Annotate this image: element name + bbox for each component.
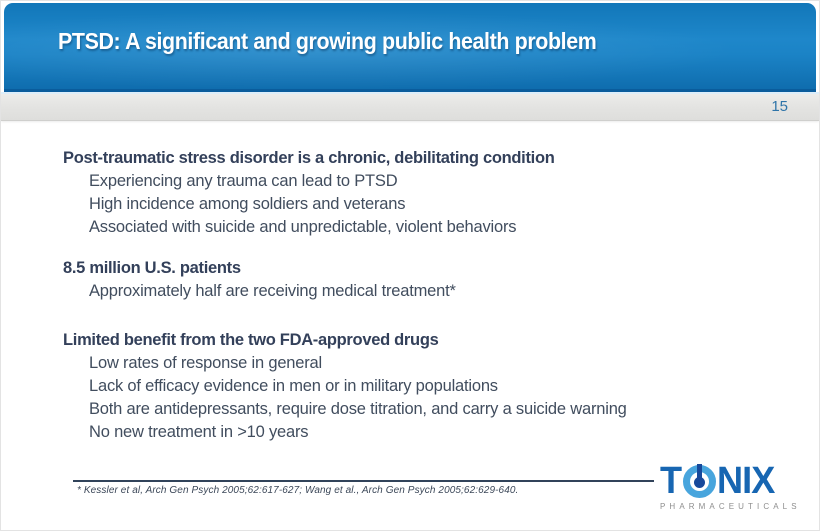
slide-title: PTSD: A significant and growing public h…	[58, 28, 597, 54]
section-item: Associated with suicide and unpredictabl…	[89, 218, 517, 236]
section-heading: 8.5 million U.S. patients	[63, 259, 241, 277]
section-item: Both are antidepressants, require dose t…	[89, 400, 627, 418]
slide-body: Post-traumatic stress disorder is a chro…	[63, 147, 627, 444]
section-item: Approximately half are receiving medical…	[89, 282, 456, 300]
title-band-highlight-edge	[1, 92, 819, 94]
tonix-logo: T NIX PHARMACEUTICALS	[660, 460, 810, 511]
slide-number: 15	[771, 98, 788, 115]
title-band-bottom-edge	[4, 89, 816, 92]
section-heading: Limited benefit from the two FDA-approve…	[63, 331, 439, 349]
section-ptsd-condition: Post-traumatic stress disorder is a chro…	[63, 147, 627, 239]
section-item: Lack of efficacy evidence in men or in m…	[89, 377, 498, 395]
power-button-bulb	[694, 476, 706, 488]
section-limited-benefit: Limited benefit from the two FDA-approve…	[63, 329, 627, 444]
section-item: No new treatment in >10 years	[89, 423, 309, 441]
power-button-icon	[683, 463, 717, 498]
power-button-stem	[697, 463, 703, 480]
section-item: Low rates of response in general	[89, 354, 322, 372]
title-band	[4, 3, 816, 89]
section-item: Experiencing any trauma can lead to PTSD	[89, 172, 398, 190]
section-heading: Post-traumatic stress disorder is a chro…	[63, 149, 555, 167]
tonix-wordmark: T NIX	[660, 460, 810, 502]
logo-letters-nix: NIX	[717, 460, 775, 502]
footnote-divider	[73, 480, 654, 482]
logo-subtitle: PHARMACEUTICALS	[660, 502, 801, 511]
section-item: High incidence among soldiers and vetera…	[89, 195, 406, 213]
footnote-citation: * Kessler et al, Arch Gen Psych 2005;62:…	[77, 485, 519, 496]
section-patients: 8.5 million U.S. patients Approximately …	[63, 257, 627, 303]
subheader-strip	[1, 94, 819, 121]
logo-letter-t: T	[660, 460, 682, 502]
